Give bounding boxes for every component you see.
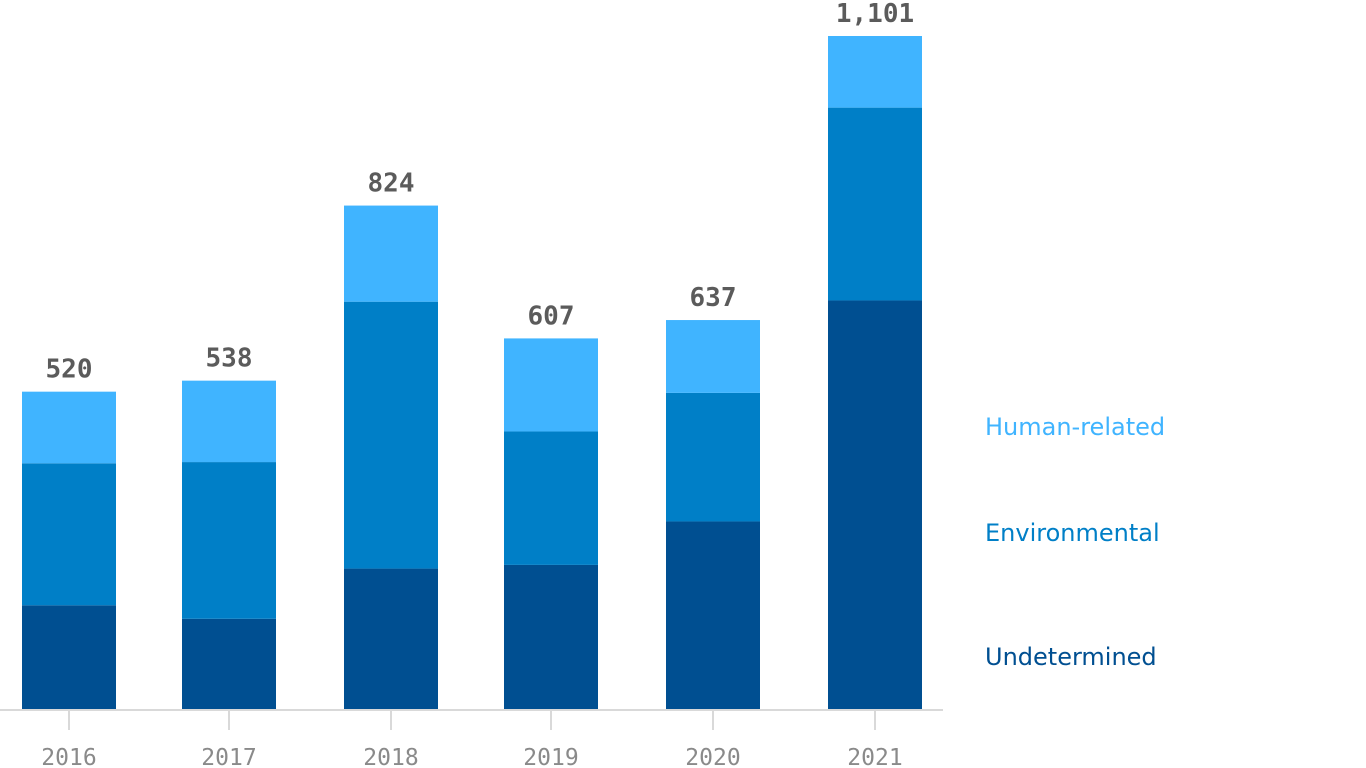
total-label-2019: 607 [528, 301, 575, 331]
x-tick-label-2019: 2019 [523, 745, 578, 768]
bar-2020-undetermined [666, 521, 760, 710]
legend-item-human-related: Human-related [985, 413, 1165, 441]
bar-2020-human-related [666, 320, 760, 393]
legend-item-environmental: Environmental [985, 519, 1160, 547]
bar-2018-environmental [344, 301, 438, 569]
bar-2016-undetermined [22, 605, 116, 710]
bar-2017-undetermined [182, 618, 276, 710]
legend: Undetermined Environmental Human-related [985, 413, 1165, 671]
legend-item-undetermined: Undetermined [985, 643, 1157, 671]
bar-2020-environmental [666, 392, 760, 522]
x-tick-label-2020: 2020 [685, 745, 740, 768]
bar-2016-human-related [22, 391, 116, 464]
bar-2019-environmental [504, 431, 598, 565]
bar-2017-environmental [182, 462, 276, 619]
x-tick-label-2017: 2017 [201, 745, 256, 768]
total-label-2016: 520 [46, 355, 93, 385]
bar-2021-undetermined [828, 300, 922, 710]
bar-2017-human-related [182, 380, 276, 463]
bar-2021-environmental [828, 107, 922, 301]
total-label-2018: 824 [368, 169, 415, 199]
total-label-2017: 538 [206, 344, 253, 374]
bar-2016-environmental [22, 463, 116, 606]
total-label-2021: 1,101 [836, 0, 914, 29]
bars-group [22, 36, 922, 710]
bar-2018-human-related [344, 205, 438, 302]
total-label-2020: 637 [690, 283, 737, 313]
bar-2019-undetermined [504, 564, 598, 710]
bar-2021-human-related [828, 36, 922, 108]
x-tick-label-2016: 2016 [41, 745, 96, 768]
x-tick-label-2018: 2018 [363, 745, 418, 768]
bar-2018-undetermined [344, 568, 438, 710]
x-tick-label-2021: 2021 [847, 745, 902, 768]
bar-2019-human-related [504, 338, 598, 432]
x-ticks-group: 2016 2017 2018 2019 2020 2021 [41, 710, 903, 768]
total-labels-group: 520 538 824 607 637 1,101 [46, 0, 915, 385]
